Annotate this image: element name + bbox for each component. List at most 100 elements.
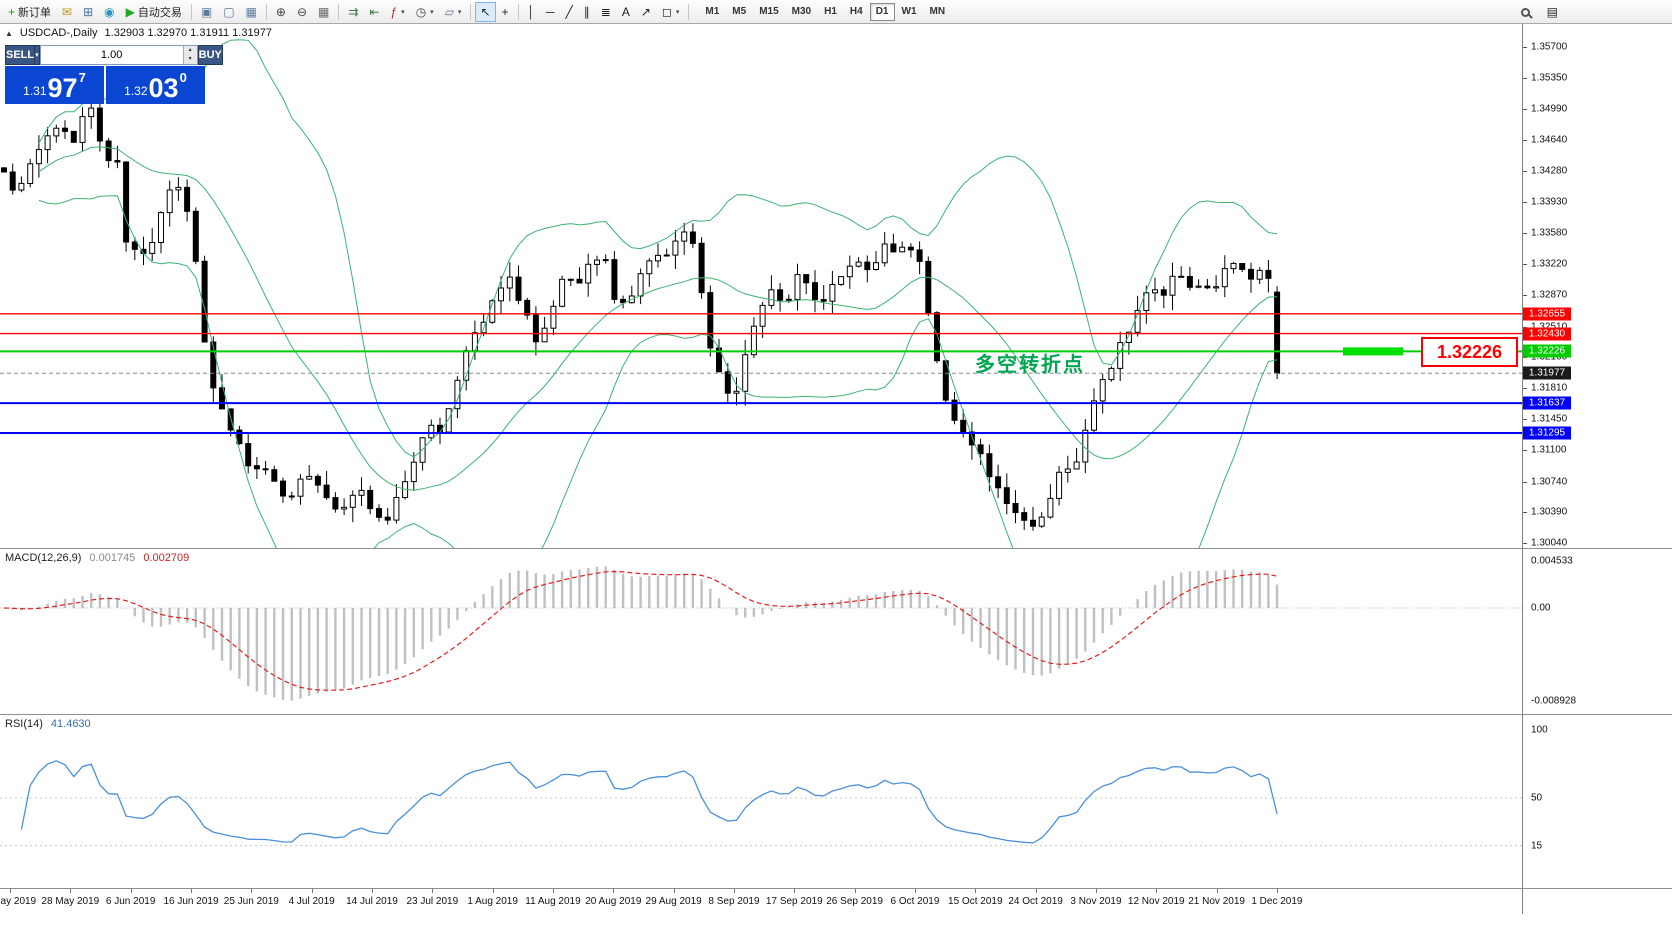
timeframe-h4-button[interactable]: H4 [844, 3, 869, 21]
date-label: 24 Oct 2019 [1008, 896, 1063, 907]
buy-button[interactable]: BUY [197, 45, 223, 65]
toolbar-separator [517, 3, 519, 20]
price-scale[interactable]: 1.35700 1.35350 1.34990 1.34640 1.34280 1.339… [1522, 24, 1672, 548]
time-tick-mark [673, 889, 675, 893]
zoom-in-icon: ⊕ [275, 4, 286, 19]
time-tick-mark [1216, 889, 1218, 893]
sell-price-main: 97 [47, 73, 78, 103]
macd-canvas [0, 566, 1522, 701]
rsi-tick-label: 50 [1531, 792, 1543, 804]
periods-menu-button[interactable]: ◷ ▾ [411, 2, 439, 22]
macd-indicator-panel[interactable]: MACD(12,26,9) 0.001745 0.002709 0.004533… [0, 548, 1672, 714]
chevron-down-icon: ▾ [401, 8, 405, 16]
tile-windows-icon: ▣ [200, 4, 213, 19]
time-tick-mark [613, 889, 615, 893]
rsi-scale[interactable]: 100 50 15 [1522, 715, 1672, 888]
toolbar-separator [470, 3, 472, 20]
date-label: 6 Oct 2019 [890, 896, 940, 907]
timeframe-d1-button[interactable]: D1 [869, 2, 895, 21]
rsi-indicator-panel[interactable]: RSI(14) 41.4630 100 50 15 [0, 714, 1672, 888]
price-line-badge: 1.31637 [1523, 396, 1571, 410]
time-tick-mark [1156, 889, 1158, 893]
price-tick-mark [1523, 109, 1527, 111]
chart-shift-button[interactable]: ⇤ [364, 2, 384, 22]
macd-main-value: 0.001745 [89, 552, 136, 564]
arrange-windows-button[interactable]: ▦ [241, 2, 262, 22]
zoom-out-icon: ⊖ [296, 4, 308, 19]
vertical-line-button[interactable]: │ [523, 2, 541, 22]
tile-windows-button[interactable]: ▣ [196, 2, 217, 22]
price-tick-label: 1.35350 [1531, 72, 1568, 84]
sell-button[interactable]: SELL [5, 45, 36, 65]
arrows-tool-button[interactable]: ↗ [636, 2, 656, 22]
volume-up-button[interactable]: ▴ [182, 46, 197, 55]
price-line-badge: 1.31295 [1523, 426, 1571, 440]
price-tick-label: 1.33580 [1531, 227, 1568, 239]
shapes-button[interactable]: ◻ ▾ [657, 2, 684, 22]
price-tick-mark [1523, 77, 1527, 79]
horizontal-lines-layer[interactable] [0, 313, 1522, 434]
timeframe-m1-button[interactable]: M1 [699, 3, 725, 21]
order-settings-dropdown[interactable]: ▾ [35, 45, 40, 65]
price-tick-label: 1.34640 [1531, 134, 1568, 146]
date-label: 16 Jun 2019 [163, 896, 219, 907]
cascade-windows-button[interactable]: ▢ [218, 2, 239, 22]
macd-scale[interactable]: 0.004533 0.00 -0.008928 [1522, 549, 1672, 714]
fibonacci-button[interactable]: ≣ [596, 2, 616, 22]
timeframe-m5-button[interactable]: M5 [726, 3, 752, 21]
sell-price-display[interactable]: 1.31 97 7 [5, 66, 104, 104]
trend-line-button[interactable]: ╱ [561, 2, 578, 22]
chart-windows-button[interactable]: ▤ [1542, 2, 1563, 22]
date-label: 4 Jul 2019 [288, 896, 335, 907]
price-callout-object[interactable]: 1.32226 [1421, 337, 1518, 367]
cursor-button[interactable]: ↖ [475, 1, 496, 22]
timeframe-m30-button[interactable]: M30 [786, 3, 817, 21]
timeframe-m15-button[interactable]: M15 [753, 3, 784, 21]
chevron-down-icon: ▾ [675, 8, 680, 16]
zoom-in-button[interactable]: ⊕ [271, 2, 291, 22]
turning-point-text-object[interactable]: 多空转折点 [975, 354, 1085, 376]
price-tick-mark [1523, 139, 1527, 141]
horizontal-line-button[interactable]: ─ [541, 2, 560, 22]
price-chart-canvas[interactable] [0, 24, 1522, 548]
macd-tick-label: 0.00 [1531, 602, 1551, 614]
timeframe-mn-button[interactable]: MN [924, 3, 952, 21]
price-tick-label: 1.30740 [1531, 476, 1568, 488]
volume-down-button[interactable]: ▾ [182, 55, 197, 64]
time-axis[interactable]: 9 May 2019 28 May 2019 6 Jun 2019 16 Jun 20… [0, 888, 1672, 914]
timeframe-w1-button[interactable]: W1 [896, 3, 923, 21]
date-label: 25 Jun 2019 [223, 896, 279, 907]
equidistant-channel-button[interactable]: ∥ [579, 2, 595, 22]
algo-trading-button[interactable]: ▶ 自动交易 [121, 2, 187, 22]
zoom-out-button[interactable]: ⊖ [292, 2, 312, 22]
crosshair-button[interactable]: + [497, 2, 514, 22]
timeframe-h1-button[interactable]: H1 [818, 3, 843, 21]
chevron-down-icon: ▾ [430, 8, 434, 16]
price-tick-label: 1.31450 [1531, 413, 1568, 425]
price-chart-panel[interactable]: ▲ USDCAD-,Daily 1.32903 1.32970 1.31911 … [0, 24, 1672, 548]
time-axis-corner [1522, 889, 1672, 914]
collapse-trade-panel-icon[interactable]: ▲ [5, 28, 13, 38]
periods-menu-icon: ◷ [415, 4, 427, 19]
auto-scroll-button[interactable]: ⇉ [343, 2, 363, 22]
price-tick-label: 1.32510 [1531, 321, 1567, 332]
volume-input[interactable] [40, 46, 183, 64]
date-label: 20 Aug 2019 [585, 896, 642, 907]
new-order-button[interactable]: + 新订单 [3, 2, 56, 22]
grid-button[interactable]: ▦ [313, 2, 334, 22]
time-tick-mark [492, 889, 494, 893]
indicators-button[interactable]: ƒ ▾ [385, 2, 409, 22]
price-tick-mark [1523, 450, 1527, 452]
text-label-button[interactable]: A [617, 2, 635, 22]
new-chart-button[interactable]: ⊞ [78, 2, 98, 22]
buy-price-display[interactable]: 1.32 03 0 [106, 66, 205, 104]
objects-menu-button[interactable]: ▱ ▾ [440, 2, 467, 22]
market-watch-button[interactable]: ◉ [99, 2, 119, 22]
date-label: 26 Sep 2019 [826, 896, 883, 907]
mailbox-button[interactable]: ✉ [57, 2, 77, 22]
indicators-icon: ƒ [390, 4, 398, 19]
price-tick-label: 1.35700 [1531, 41, 1568, 53]
search-button[interactable] [1516, 2, 1538, 22]
time-tick-mark [311, 889, 313, 893]
